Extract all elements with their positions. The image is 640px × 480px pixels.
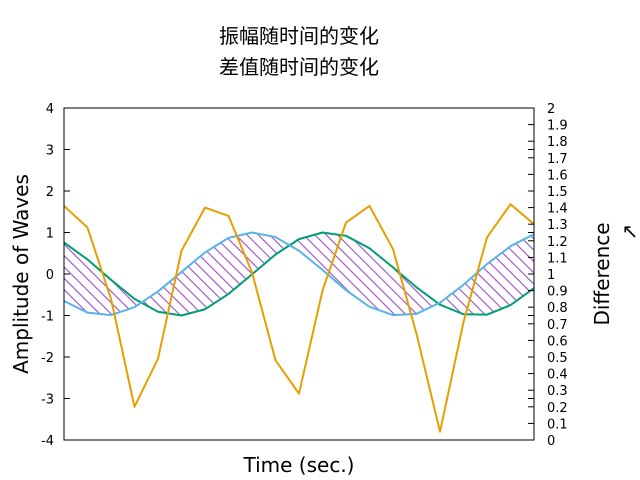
right-tick-label: 1.3 [547, 218, 568, 233]
series-line-2 [64, 231, 534, 317]
right-tick-label: 1.4 [547, 202, 568, 217]
right-tick-label: 0 [547, 434, 555, 449]
left-tick-label: 4 [46, 102, 54, 117]
hatched-difference-fill [64, 232, 534, 316]
right-tick-label: 0.8 [547, 301, 568, 316]
series-line-3 [64, 203, 534, 433]
right-tick-label: 0.3 [547, 384, 568, 399]
y2-axis-label: Difference [590, 222, 614, 325]
right-tick-label: 1.2 [547, 235, 568, 250]
right-tick-label: 0.2 [547, 401, 568, 416]
left-tick-label: -3 [41, 393, 54, 408]
y-axis-label: Amplitude of Waves [9, 174, 33, 374]
right-tick-label: 0.6 [547, 334, 568, 349]
right-tick-label: 0.7 [547, 318, 568, 333]
left-tick-label: 3 [46, 144, 54, 159]
chart-title-line-2: 差值随时间的变化 [219, 55, 379, 79]
right-tick-label: 0.4 [547, 368, 568, 383]
series-layer [64, 203, 534, 433]
right-tick-label: 1.1 [547, 251, 568, 266]
left-tick-label: -4 [41, 434, 54, 449]
hatched-fill-area [64, 232, 534, 316]
right-tick-label: 1 [547, 268, 555, 283]
series-line-1 [64, 231, 534, 317]
left-axis: 4 3 2 1 0 -1 -2 -3 -4 [41, 102, 534, 449]
left-tick-label: 2 [46, 185, 54, 200]
right-tick-label: 1.7 [547, 152, 568, 167]
right-axis: 21.91.81.71.61.51.41.31.21.110.90.80.70.… [528, 102, 568, 449]
right-tick-label: 0.5 [547, 351, 568, 366]
left-tick-label: -2 [41, 351, 54, 366]
chart-title-line-1: 振幅随时间的变化 [219, 24, 379, 48]
right-tick-label: 2 [547, 102, 555, 117]
y2-axis-arrow: ↖ [622, 219, 639, 243]
right-tick-label: 1.9 [547, 119, 568, 134]
right-tick-label: 1.5 [547, 185, 568, 200]
right-tick-label: 0.9 [547, 285, 568, 300]
right-tick-label: 1.6 [547, 168, 568, 183]
left-tick-label: 0 [46, 268, 54, 283]
right-tick-label: 0.1 [547, 417, 568, 432]
x-axis-label: Time (sec.) [243, 453, 355, 477]
left-tick-label: 1 [46, 227, 54, 242]
right-tick-label: 1.8 [547, 135, 568, 150]
left-tick-label: -1 [41, 310, 54, 325]
